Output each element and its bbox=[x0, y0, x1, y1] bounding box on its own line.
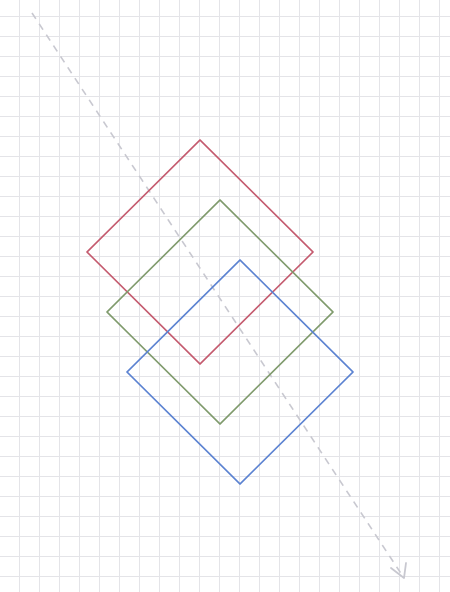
diamond-green[interactable] bbox=[106, 199, 334, 425]
diamond-blue[interactable] bbox=[126, 259, 354, 485]
arrow-head-icon bbox=[390, 562, 407, 579]
diamond-red[interactable] bbox=[86, 139, 314, 365]
dashed-arrow-line[interactable] bbox=[31, 12, 403, 576]
